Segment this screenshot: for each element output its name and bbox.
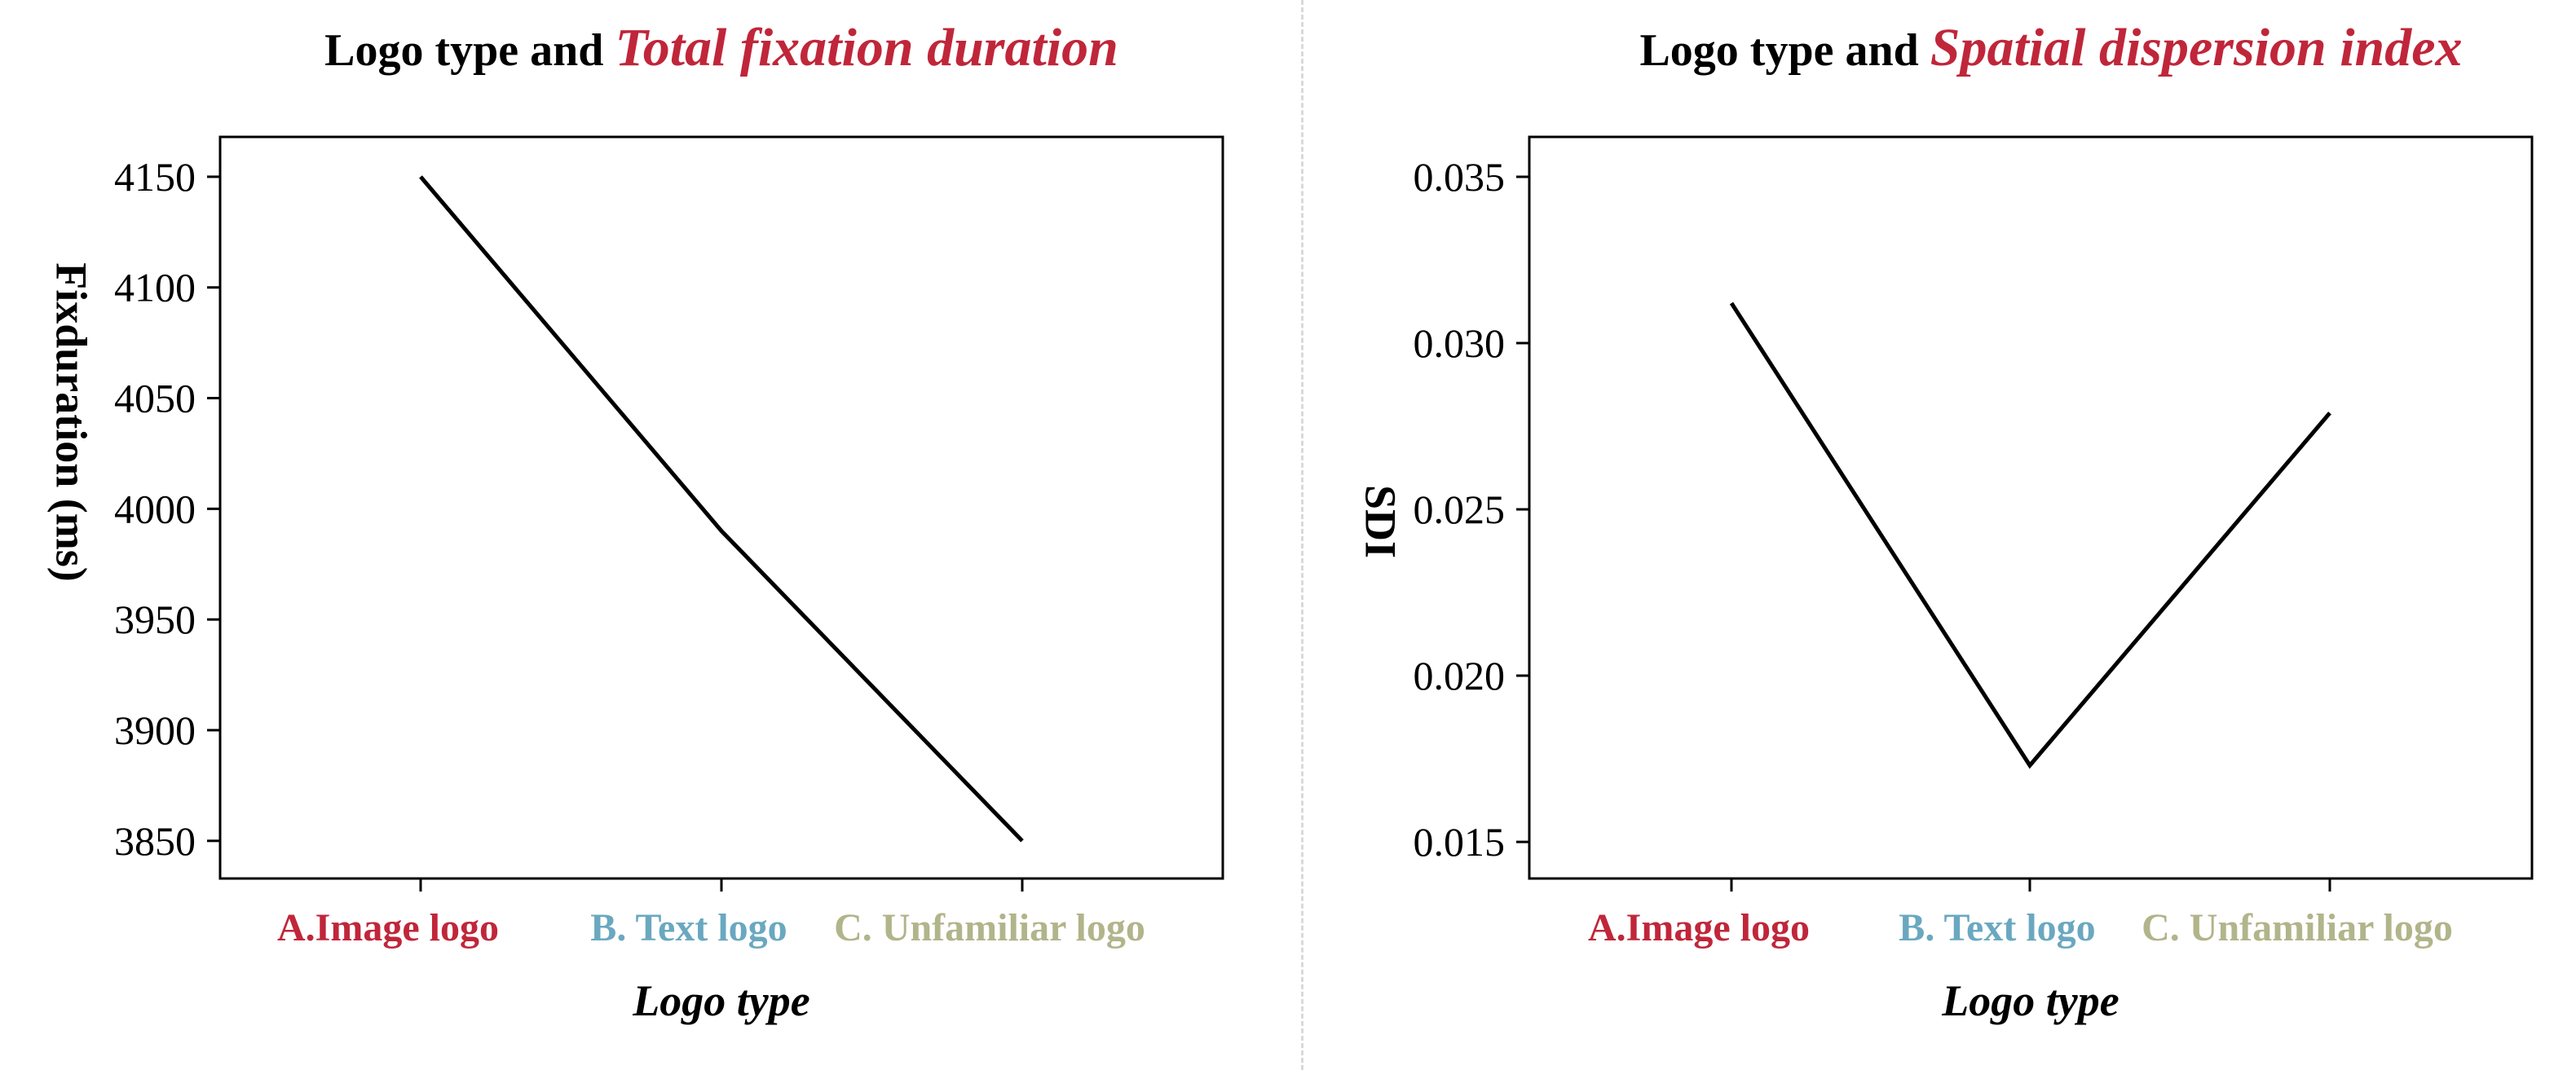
series-line [419,175,1024,843]
chart-title-prefix: Logo type and [1639,25,1930,76]
y-tick-label: 0.025 [1414,487,1506,532]
chart-title-highlight: Spatial dispersion index [1930,18,2463,77]
y-tick-label: 4050 [114,376,196,421]
y-tick-label: 0.020 [1414,653,1506,698]
y-tick-label: 4150 [114,154,196,200]
panel-divider [1301,0,1303,1070]
y-axis-label: SDI [1356,485,1405,558]
y-tick-label: 4000 [114,486,196,531]
y-tick-label: 4100 [114,265,196,310]
chart-title: Logo type and Spatial dispersion index [1639,18,2462,77]
x-category-label: B. Text logo [590,906,787,949]
x-axis-label: Logo type [1941,976,2119,1025]
y-tick-label: 0.035 [1414,154,1506,200]
x-axis-label: Logo type [632,976,809,1025]
x-category-label: C. Unfamiliar logo [834,906,1145,949]
chart-title-highlight: Total fixation duration [615,18,1118,77]
x-category-label: C. Unfamiliar logo [2142,906,2453,949]
x-category-label: A.Image logo [277,906,499,949]
y-tick-label: 3950 [114,597,196,642]
chart-title-prefix: Logo type and [324,25,615,76]
series-line [1729,302,2331,769]
y-tick-label: 0.030 [1414,320,1506,366]
plot-frame [218,135,1224,880]
y-tick-label: 3850 [114,818,196,864]
chart-title: Logo type and Total fixation duration [324,18,1118,77]
y-tick-label: 3900 [114,707,196,753]
x-category-label: A.Image logo [1588,906,1810,949]
x-category-label: B. Text logo [1899,906,2095,949]
y-axis-label: Fixduration (ms) [47,262,96,582]
y-tick-label: 0.015 [1414,819,1506,865]
